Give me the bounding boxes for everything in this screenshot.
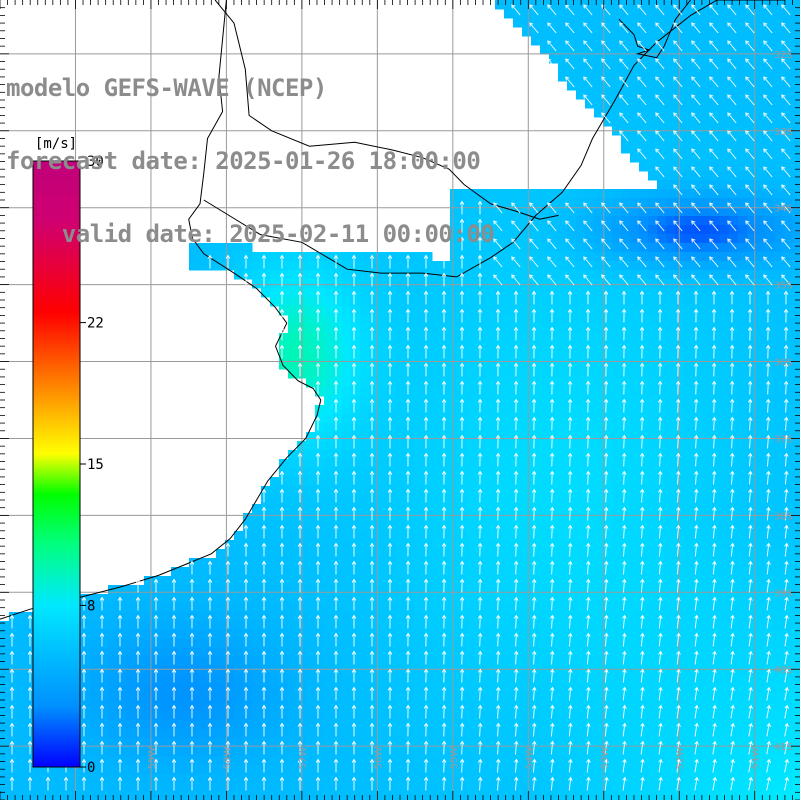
lat-label: 41S	[774, 742, 793, 753]
lat-label: 33S	[774, 127, 793, 138]
lon-label: 53W	[600, 747, 611, 770]
lat-label: 39S	[774, 588, 793, 599]
colorbar-tick-label: 15	[87, 457, 104, 473]
lon-label: 58W	[222, 747, 233, 770]
colorbar: [m/s] 30 22 15 8 0	[32, 136, 104, 776]
lon-label: 54W	[524, 747, 535, 770]
lon-label: 56W	[373, 747, 384, 770]
lon-label: 51W	[751, 747, 762, 770]
lon-label: 57W	[298, 747, 309, 770]
model-title: modelo GEFS-WAVE (NCEP)	[6, 74, 327, 102]
colorbar-tick-label: 0	[87, 760, 95, 776]
valid-date: valid date: 2025-02-11 00:00:00	[6, 220, 495, 248]
lat-label: 36S	[774, 358, 793, 369]
lat-label: 32S	[774, 50, 793, 61]
colorbar-unit: [m/s]	[35, 136, 77, 152]
lat-label: 34S	[774, 204, 793, 215]
lat-label: 35S	[774, 281, 793, 292]
wind-vectors	[9, 4, 791, 791]
forecast-date: forecast date: 2025-01-26 18:00:00	[6, 147, 481, 175]
lat-label: 37S	[774, 434, 793, 445]
colorbar-tick-label: 30	[87, 154, 104, 170]
lat-label: 38S	[774, 511, 793, 522]
lon-label: 52W	[675, 747, 686, 770]
colorbar-tick-label: 8	[87, 598, 95, 614]
lon-label: 59W	[147, 747, 158, 770]
colorbar-ramp	[32, 160, 81, 768]
map-titles: modelo GEFS-WAVE (NCEP) forecast date: 2…	[6, 28, 495, 295]
colorbar-tick-label: 22	[87, 316, 104, 332]
lon-label: 55W	[449, 747, 460, 770]
lat-label: 40S	[774, 665, 793, 676]
